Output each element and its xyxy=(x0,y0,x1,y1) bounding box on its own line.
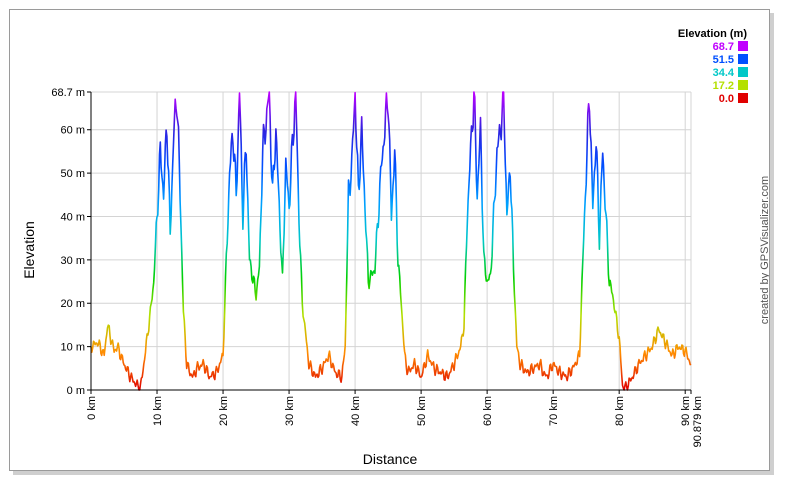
x-tick-labels: 0 km 10 km 20 km 30 km 40 km 50 km 60 km 70 km 8… xyxy=(86,396,704,447)
y-tick-label: 10 m xyxy=(61,342,85,354)
x-tick-label: 90 km xyxy=(680,396,692,426)
y-tick-label: 68.7 m xyxy=(51,87,85,99)
axes xyxy=(87,91,692,394)
x-tick-label: 40 km xyxy=(350,396,362,426)
x-tick-label: 20 km xyxy=(218,396,230,426)
elevation-series xyxy=(90,91,692,391)
legend-swatch xyxy=(738,54,748,64)
x-tick-label: 0 km xyxy=(86,396,98,420)
legend-swatch xyxy=(738,67,748,77)
y-tick-label: 0 m xyxy=(67,385,85,397)
x-tick-label: 30 km xyxy=(284,396,296,426)
y-tick-label: 30 m xyxy=(61,255,85,267)
legend-swatch xyxy=(738,80,748,90)
elevation-profile-chart: 0 km 10 km 20 km 30 km 40 km 50 km 60 km 70 km 8… xyxy=(21,28,771,467)
legend-swatch xyxy=(738,93,748,103)
credit-text: created by GPSVisualizer.com xyxy=(759,176,769,324)
legend-title: Elevation (m) xyxy=(678,28,747,40)
legend: Elevation (m) 68.751.534.417.20.0 xyxy=(678,28,748,105)
legend-swatch xyxy=(738,41,748,51)
y-tick-label: 50 m xyxy=(61,168,85,180)
x-tick-label: 10 km xyxy=(152,396,164,426)
legend-label: 51.5 xyxy=(713,54,734,66)
legend-label: 68.7 xyxy=(713,41,734,53)
x-tick-label: 60 km xyxy=(482,396,494,426)
y-tick-label: 40 m xyxy=(61,211,85,223)
y-axis-label: Elevation xyxy=(21,221,37,279)
x-axis-label: Distance xyxy=(363,451,418,467)
y-tick-label: 20 m xyxy=(61,298,85,310)
x-tick-label: 80 km xyxy=(614,396,626,426)
elevation-line xyxy=(90,91,692,391)
legend-label: 0.0 xyxy=(719,93,734,105)
x-tick-label: 90.879 km xyxy=(692,396,704,447)
legend-label: 17.2 xyxy=(713,80,734,92)
legend-label: 34.4 xyxy=(713,67,735,79)
y-tick-label: 60 m xyxy=(61,125,85,137)
chart-frame: 0 km 10 km 20 km 30 km 40 km 50 km 60 km 70 km 8… xyxy=(9,9,771,471)
x-tick-label: 70 km xyxy=(548,396,560,426)
y-tick-labels: 0 m 10 m 20 m 30 m 40 m 50 m 60 m 68.7 m xyxy=(51,87,85,397)
x-tick-label: 50 km xyxy=(416,396,428,426)
